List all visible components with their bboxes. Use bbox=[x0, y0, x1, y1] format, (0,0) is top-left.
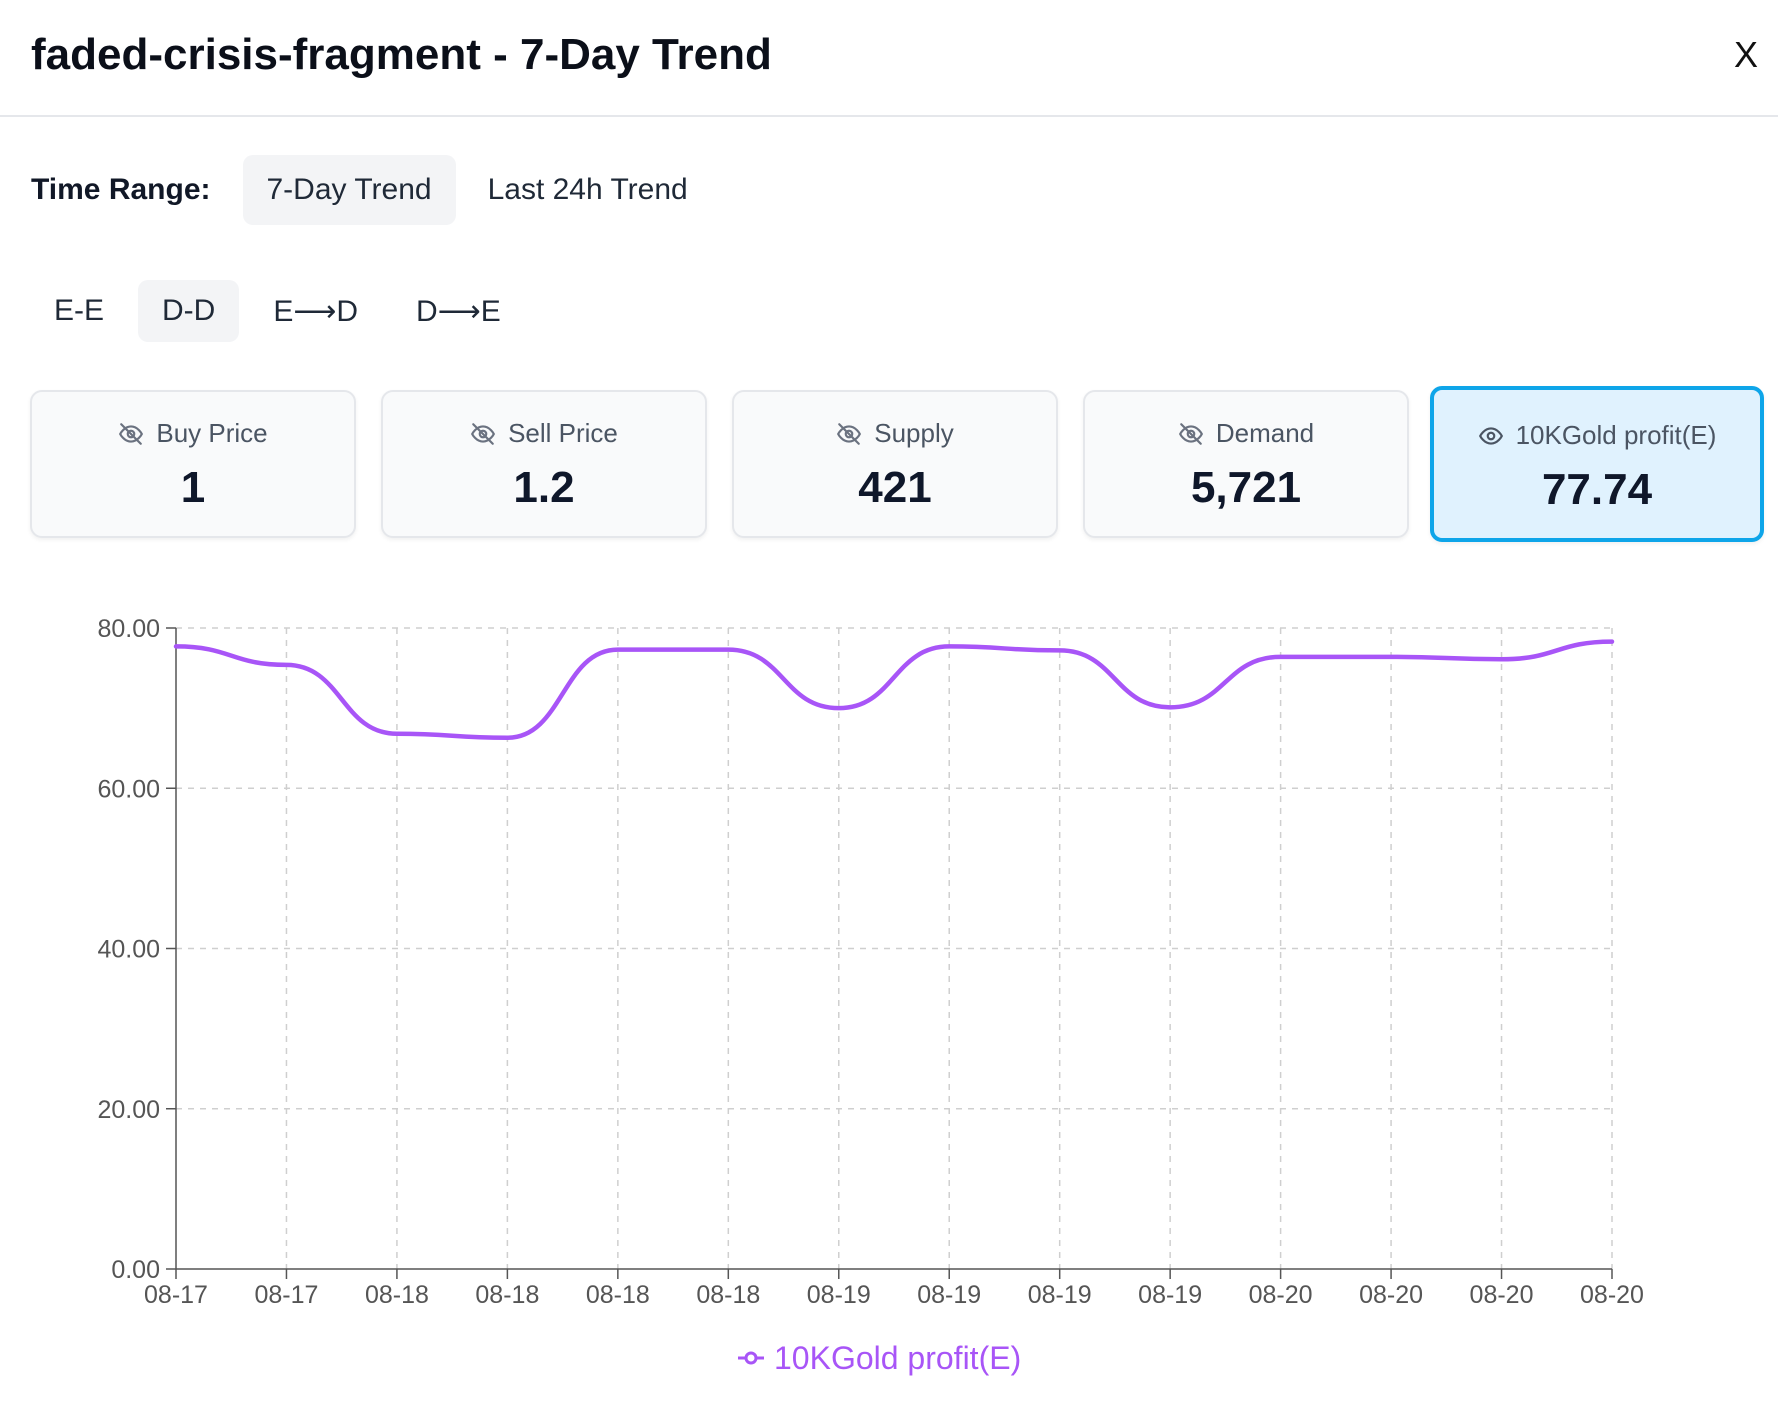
tab-7-day-trend[interactable]: 7-Day Trend bbox=[242, 155, 456, 225]
x-tick-label: 08-18 bbox=[475, 1281, 539, 1309]
eye-off-icon bbox=[118, 421, 144, 447]
metric-value: 77.74 bbox=[1541, 465, 1653, 514]
metric-label: Buy Price bbox=[156, 418, 268, 448]
mode-e-e[interactable]: E-E bbox=[54, 294, 105, 327]
y-tick-label: 40.00 bbox=[97, 936, 160, 964]
metric-value: 1.2 bbox=[513, 463, 575, 512]
x-tick-label: 08-19 bbox=[807, 1281, 871, 1309]
mode-d-d[interactable]: D-D bbox=[138, 280, 240, 342]
x-tick-label: 08-18 bbox=[365, 1281, 429, 1309]
legend-label: 10KGold profit(E) bbox=[774, 1340, 1021, 1376]
eye-off-icon bbox=[1178, 421, 1204, 447]
x-tick-label: 08-19 bbox=[1028, 1281, 1092, 1309]
time-range-selector: Time Range: 7-Day Trend Last 24h Trend bbox=[31, 150, 720, 230]
x-tick-label: 08-19 bbox=[917, 1281, 981, 1309]
mode-e-to-d[interactable]: E⟶D bbox=[273, 294, 359, 328]
trend-chart: 0.00 20.00 40.00 60.00 80.00 08-17 08-17 08-18 0… bbox=[97, 615, 1644, 1376]
x-tick-label: 08-17 bbox=[254, 1281, 318, 1309]
metric-label: Supply bbox=[874, 418, 954, 448]
x-tick-label: 08-18 bbox=[696, 1281, 760, 1309]
y-tick-label: 0.00 bbox=[111, 1256, 160, 1284]
dialog-title: faded-crisis-fragment - 7-Day Trend bbox=[31, 30, 772, 79]
x-tick-label: 08-20 bbox=[1359, 1281, 1423, 1309]
metric-label: Sell Price bbox=[508, 418, 618, 448]
time-range-label: Time Range: bbox=[31, 173, 211, 206]
metric-cards: Buy Price 1 Sell Price 1.2 Supply 421 bbox=[30, 386, 1764, 542]
metric-card-supply[interactable]: Supply 421 bbox=[732, 390, 1058, 538]
tab-last-24h-trend[interactable]: Last 24h Trend bbox=[487, 173, 688, 206]
metric-value: 1 bbox=[180, 463, 206, 512]
x-tick-label: 08-18 bbox=[586, 1281, 650, 1309]
x-tick-label: 08-20 bbox=[1580, 1281, 1644, 1309]
y-tick-label: 60.00 bbox=[97, 775, 160, 803]
metric-label: 10KGold profit(E) bbox=[1515, 420, 1717, 450]
metric-card-demand[interactable]: Demand 5,721 bbox=[1083, 390, 1409, 538]
series-line bbox=[173, 639, 1615, 741]
metric-value: 5,721 bbox=[1190, 463, 1302, 512]
dialog-header: faded-crisis-fragment - 7-Day Trend X bbox=[0, 0, 1778, 117]
mode-d-to-e[interactable]: D⟶E bbox=[416, 294, 501, 328]
metric-value: 421 bbox=[858, 463, 932, 512]
mode-selector: E-E D-D E⟶D D⟶E bbox=[30, 278, 535, 344]
close-button[interactable]: X bbox=[1733, 34, 1758, 75]
x-tick-label: 08-19 bbox=[1138, 1281, 1202, 1309]
eye-off-icon bbox=[836, 421, 862, 447]
x-tick-label: 08-17 bbox=[144, 1281, 208, 1309]
y-tick-label: 80.00 bbox=[97, 615, 160, 643]
metric-label: Demand bbox=[1215, 418, 1315, 448]
legend-marker-dot bbox=[744, 1351, 758, 1365]
x-tick-label: 08-20 bbox=[1249, 1281, 1313, 1309]
eye-off-icon bbox=[470, 421, 496, 447]
eye-icon bbox=[1478, 423, 1504, 449]
x-tick-label: 08-20 bbox=[1470, 1281, 1534, 1309]
metric-card-buy-price[interactable]: Buy Price 1 bbox=[30, 390, 356, 538]
y-tick-label: 20.00 bbox=[97, 1096, 160, 1124]
metric-card-10kgold-profit[interactable]: 10KGold profit(E) 77.74 bbox=[1430, 386, 1764, 542]
metric-card-sell-price[interactable]: Sell Price 1.2 bbox=[381, 390, 707, 538]
